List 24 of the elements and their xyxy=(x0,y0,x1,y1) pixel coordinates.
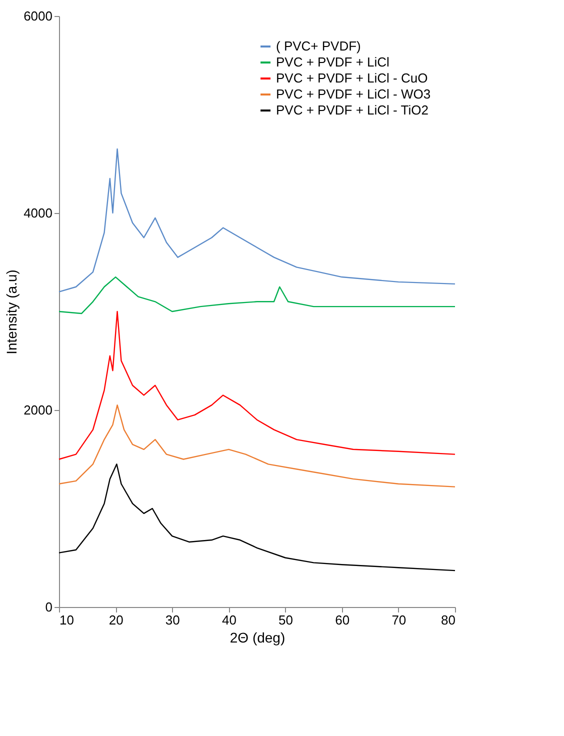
y-tick-label: 2000 xyxy=(24,402,52,418)
x-tick-label: 70 xyxy=(392,612,406,628)
line-series xyxy=(58,148,456,292)
x-tick-label: 30 xyxy=(165,612,180,628)
line-series xyxy=(58,404,456,488)
line-series xyxy=(58,276,456,314)
y-tick-label: 4000 xyxy=(24,206,52,220)
y-tick-label: 0 xyxy=(45,600,52,614)
legend-label: PVC + PVDF + LiCl xyxy=(276,54,390,70)
x-tick-label: 20 xyxy=(108,612,124,628)
legend-label: ( PVC+ PVDF) xyxy=(276,38,361,54)
x-tick-label: 50 xyxy=(278,612,294,628)
line-series xyxy=(58,310,456,460)
line-series xyxy=(58,464,456,572)
legend-label: PVC + PVDF + LiCl - TiO2 xyxy=(276,102,428,118)
x-tick-label: 80 xyxy=(441,612,456,628)
legend-label: PVC + PVDF + LiCl - CuO xyxy=(276,70,428,86)
y-tick-label: 6000 xyxy=(24,8,52,24)
legend-label: PVC + PVDF + LiCl - WO3 xyxy=(276,86,431,102)
x-axis-title: 2Θ (deg) xyxy=(230,630,286,646)
x-tick-label: 60 xyxy=(335,612,350,628)
x-tick-label: 40 xyxy=(222,612,236,628)
y-axis-title: Intensity (a.u) xyxy=(4,270,20,354)
x-tick-label: 10 xyxy=(60,612,74,628)
